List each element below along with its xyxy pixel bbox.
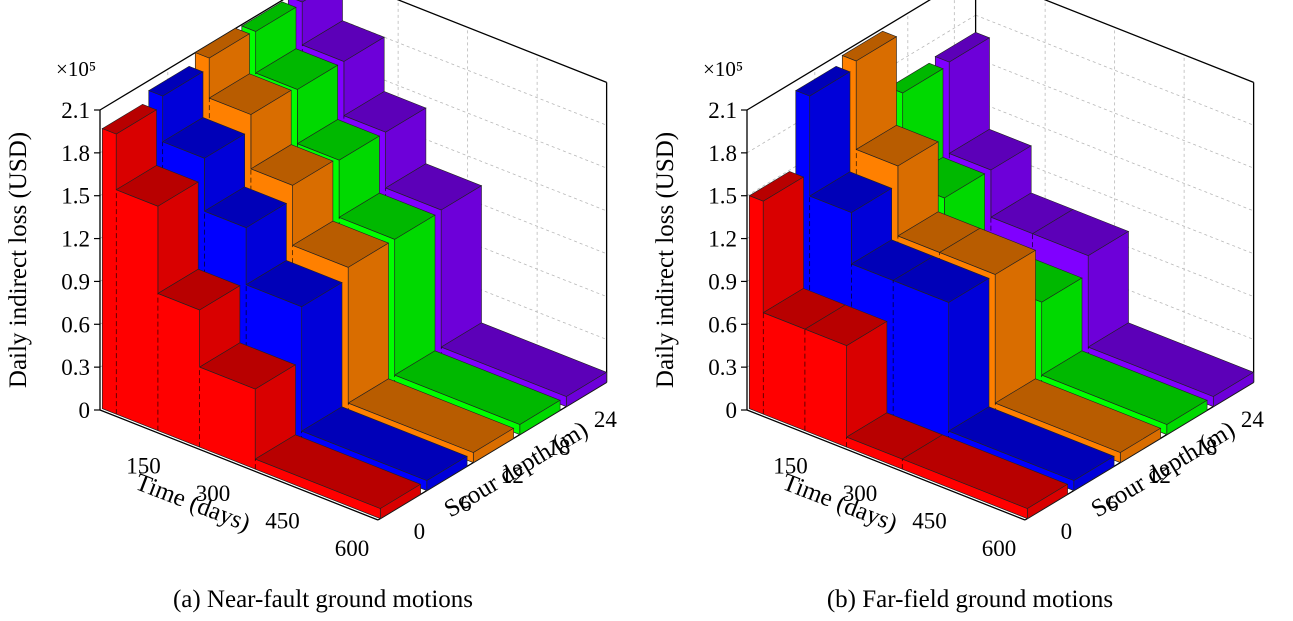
chart-panel-far-field: 0 0.3 0.6 0.9 1.2 1.5 1.8 2.1 ×10⁵ Daily indirect… (647, 0, 1293, 621)
z-tick-label: 1.8 (61, 141, 90, 166)
side-wall-gridline (975, 14, 1254, 126)
time-tick-label: 300 (196, 481, 231, 506)
time-axis-line (746, 409, 1026, 521)
time-tick-label: 600 (982, 536, 1017, 561)
z-tick-label: 1.2 (61, 227, 90, 252)
scour-0-series (748, 171, 1069, 520)
time-axis-title: Time (days) (779, 469, 901, 537)
top-side-edge (1043, 0, 1254, 83)
bar-riser-face (948, 277, 990, 432)
side-wall-gridline (975, 100, 1254, 212)
time-tick-label: 450 (265, 509, 300, 534)
scour-tick-label: 12 (1148, 463, 1171, 488)
z-tick-label: 0.6 (708, 312, 737, 337)
scour-tick-label: 18 (547, 435, 570, 460)
z-multiplier-label: ×10⁵ (56, 57, 96, 81)
z-tick-label: 0.3 (61, 355, 90, 380)
side-wall-gridline (975, 57, 1254, 169)
top-side-edge (396, 0, 607, 83)
time-axis-line (99, 409, 379, 521)
scour-tick-label: 0 (414, 519, 426, 544)
top-back-edge (746, 0, 931, 111)
caption-near-fault: (a) Near-fault ground motions (172, 586, 474, 613)
z-tick-label: 1.5 (61, 184, 90, 209)
z-tick-label: 2.1 (708, 98, 737, 123)
z-tick-label: 0.9 (61, 269, 90, 294)
z-axis-title: Daily indirect loss (USD) (5, 132, 32, 388)
z-tick-label: 0.3 (708, 355, 737, 380)
z-tick-label: 0.9 (708, 269, 737, 294)
scour-tick-label: 18 (1194, 435, 1217, 460)
time-tick-label: 150 (126, 454, 161, 479)
caption-far-field: (b) Far-field ground motions (826, 586, 1114, 613)
scour-tick-label: 6 (1107, 491, 1119, 516)
z-tick-label: 1.2 (708, 227, 737, 252)
bar-riser-face (301, 281, 343, 432)
time-tick-label: 300 (843, 481, 878, 506)
bar-front-face (101, 128, 381, 520)
near-fault-3d-bar-chart: 0 0.3 0.6 0.9 1.2 1.5 1.8 2.1 ×10⁵ Daily indirect… (5, 0, 618, 561)
time-axis-title: Time (days) (132, 469, 254, 537)
bar-riser-face (994, 249, 1036, 404)
scour-tick-label: 0 (1061, 519, 1073, 544)
scour-tick-label: 24 (594, 407, 618, 432)
time-tick-label: 450 (912, 509, 947, 534)
chart-panel-near-fault: 0 0.3 0.6 0.9 1.2 1.5 1.8 2.1 ×10⁵ Daily indirect… (0, 0, 646, 621)
z-tick-label: 0.6 (61, 312, 90, 337)
z-axis-title: Daily indirect loss (USD) (652, 132, 679, 388)
scour-0-series (101, 103, 422, 520)
bar-riser-face (394, 214, 436, 376)
far-field-3d-bar-chart: 0 0.3 0.6 0.9 1.2 1.5 1.8 2.1 ×10⁵ Daily indirect… (652, 0, 1265, 561)
scour-tick-label: 6 (460, 491, 472, 516)
z-tick-label: 0 (79, 398, 91, 423)
z-tick-label: 1.8 (708, 141, 737, 166)
time-tick-label: 600 (335, 536, 370, 561)
scour-tick-label: 24 (1241, 407, 1265, 432)
scour-tick-label: 12 (501, 463, 524, 488)
z-tick-label: 1.5 (708, 184, 737, 209)
z-multiplier-label: ×10⁵ (703, 57, 743, 81)
bar-riser-face (347, 242, 389, 404)
z-tick-label: 0 (726, 398, 738, 423)
bar-riser-face (440, 185, 482, 348)
z-tick-label: 2.1 (61, 98, 90, 123)
time-tick-label: 150 (773, 454, 808, 479)
